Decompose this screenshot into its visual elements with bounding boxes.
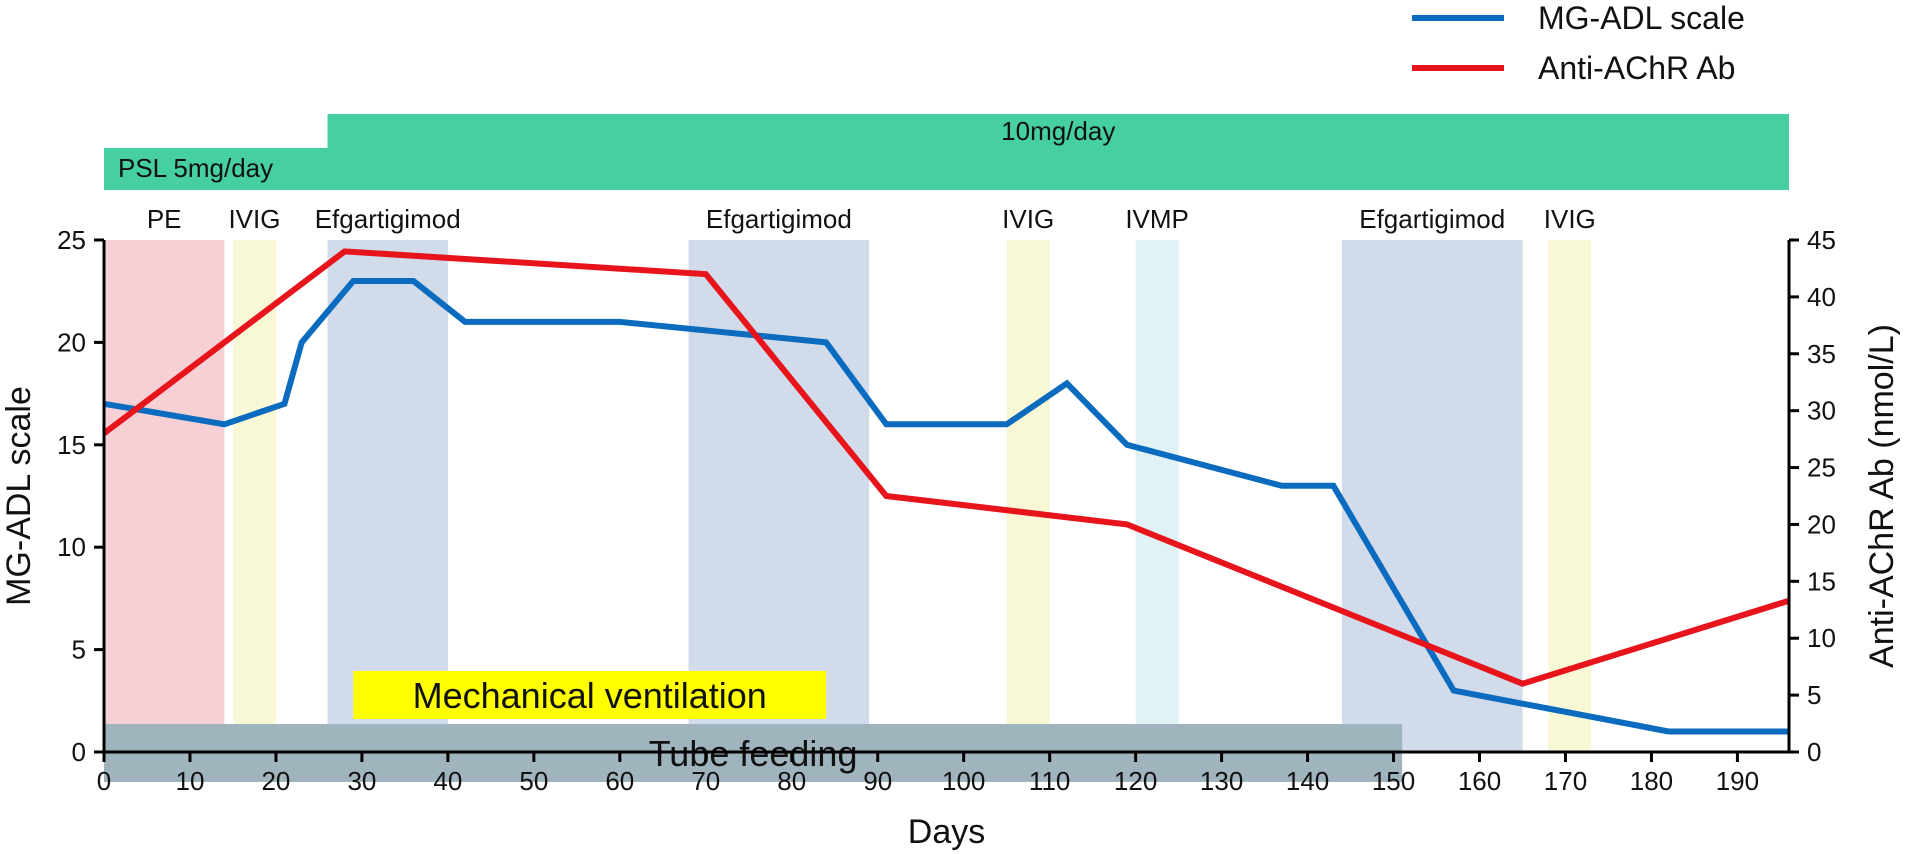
y-right-tick-label: 30 xyxy=(1807,396,1836,426)
y-left-tick-label: 25 xyxy=(57,225,86,255)
x-tick-label: 60 xyxy=(605,766,634,796)
y-right-tick-label: 10 xyxy=(1807,623,1836,653)
y-left-tick-label: 5 xyxy=(72,635,86,665)
y-right-tick-label: 0 xyxy=(1807,737,1821,767)
treatment-band xyxy=(327,240,448,752)
treatment-band xyxy=(1341,240,1523,752)
x-axis-title: Days xyxy=(908,813,985,851)
y-left-tick-label: 10 xyxy=(57,532,86,562)
treatment-label: Efgartigimod xyxy=(1359,204,1505,234)
treatment-band xyxy=(232,240,276,752)
treatment-label: IVIG xyxy=(228,204,280,234)
psl-dose-label: PSL 5mg/day xyxy=(118,153,273,183)
x-tick-label: 120 xyxy=(1114,766,1157,796)
y-axis-right-title: Anti-AChR Ab (nmol/L) xyxy=(1863,324,1901,668)
x-tick-label: 170 xyxy=(1544,766,1587,796)
legend-label: Anti-AChR Ab xyxy=(1538,50,1735,86)
psl-dose-bar xyxy=(327,114,1790,190)
psl-dose-label: 10mg/day xyxy=(1001,116,1115,146)
x-tick-label: 80 xyxy=(777,766,806,796)
x-tick-label: 140 xyxy=(1286,766,1329,796)
treatment-label: IVIG xyxy=(1002,204,1054,234)
x-tick-label: 130 xyxy=(1200,766,1243,796)
y-axis-left-title: MG-ADL scale xyxy=(0,386,38,606)
x-tick-label: 180 xyxy=(1630,766,1673,796)
y-right-tick-label: 25 xyxy=(1807,453,1836,483)
treatment-band xyxy=(104,240,225,752)
y-left-tick-label: 0 xyxy=(72,737,86,767)
y-left-tick-label: 15 xyxy=(57,430,86,460)
support-bar-label: Mechanical ventilation xyxy=(413,675,767,716)
psl-dose-bars: PSL 5mg/day 10mg/day xyxy=(104,114,1790,190)
treatment-label: Efgartigimod xyxy=(706,204,852,234)
x-tick-label: 20 xyxy=(261,766,290,796)
treatment-band xyxy=(1006,240,1050,752)
x-tick-label: 90 xyxy=(863,766,892,796)
x-tick-label: 160 xyxy=(1458,766,1501,796)
legend-label: MG-ADL scale xyxy=(1538,0,1745,36)
x-tick-label: 100 xyxy=(942,766,985,796)
x-tick-label: 50 xyxy=(519,766,548,796)
data-series xyxy=(102,248,1790,735)
treatment-band xyxy=(688,240,870,752)
x-tick-label: 110 xyxy=(1029,766,1070,796)
treatment-band xyxy=(1135,240,1179,752)
y-right-tick-label: 20 xyxy=(1807,509,1836,539)
treatment-period-bands: PE IVIG Efgartigimod Efgartigimod IVIG IVMP Ef… xyxy=(104,204,1596,752)
treatment-label: PE xyxy=(147,204,182,234)
x-tick-label: 30 xyxy=(347,766,376,796)
treatment-label: IVMP xyxy=(1125,204,1189,234)
x-tick-label: 150 xyxy=(1372,766,1415,796)
x-tick-label: 0 xyxy=(97,766,111,796)
support-bar xyxy=(353,671,827,719)
axes: 0 10 20 30 40 50 60 70 80 90 100 110 120 130 140 150 160… xyxy=(0,225,1901,851)
legend: MG-ADL scale Anti-AChR Ab xyxy=(1412,0,1745,86)
treatment-label: IVIG xyxy=(1544,204,1596,234)
y-left-tick-label: 20 xyxy=(57,327,86,357)
y-right-tick-label: 5 xyxy=(1807,680,1821,710)
series-line-mg-adl xyxy=(103,278,1789,735)
y-right-tick-label: 40 xyxy=(1807,282,1836,312)
x-tick-label: 10 xyxy=(176,766,205,796)
x-tick-label: 190 xyxy=(1716,766,1759,796)
psl-dose-bar xyxy=(104,148,328,190)
y-right-tick-label: 35 xyxy=(1807,339,1836,369)
x-tick-label: 40 xyxy=(433,766,462,796)
x-tick-label: 70 xyxy=(691,766,720,796)
series-line-anti-achr-ab xyxy=(102,248,1790,687)
y-right-tick-label: 15 xyxy=(1807,566,1836,596)
y-right-tick-label: 45 xyxy=(1807,225,1836,255)
treatment-label: Efgartigimod xyxy=(315,204,461,234)
